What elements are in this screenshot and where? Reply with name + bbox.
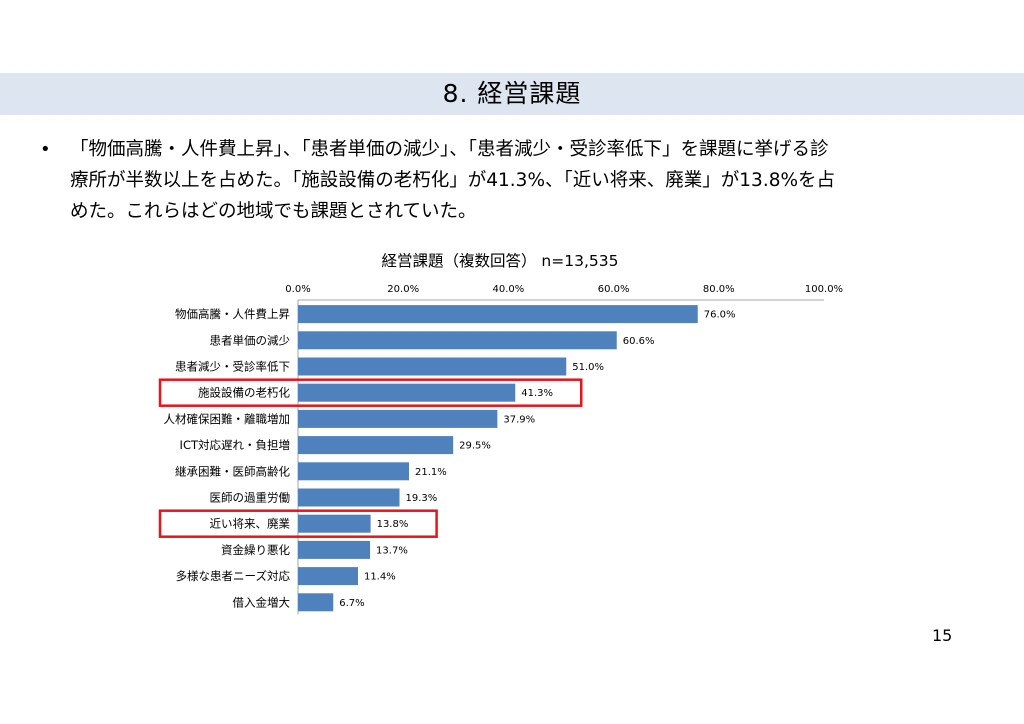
- bullet-text: 「物価高騰・人件費上昇」、「患者単価の減少」、「患者減少・受診率低下」を課題に挙…: [70, 134, 970, 227]
- x-tick-label: 80.0%: [703, 284, 735, 295]
- bullet-marker: •: [40, 139, 51, 160]
- bar: [298, 305, 698, 324]
- x-tick-label: 20.0%: [387, 284, 419, 295]
- data-label: 13.8%: [377, 519, 409, 530]
- data-label: 21.1%: [415, 467, 447, 478]
- bar: [298, 593, 334, 612]
- bar: [298, 567, 358, 586]
- bar: [298, 462, 409, 481]
- data-label: 41.3%: [521, 388, 553, 399]
- category-label: 物価高騰・人件費上昇: [175, 307, 290, 321]
- data-label: 51.0%: [572, 362, 604, 373]
- bar: [298, 331, 617, 350]
- data-label: 37.9%: [503, 414, 535, 425]
- bullet-line-3: めた。これらはどの地域でも課題とされていた。: [70, 201, 477, 222]
- data-label: 11.4%: [364, 572, 396, 583]
- category-label: 近い将来、廃業: [210, 517, 291, 531]
- bar: [298, 357, 567, 376]
- bar: [298, 488, 400, 507]
- bar: [298, 514, 371, 533]
- chart-title: 経営課題（複数回答） n=13,535: [382, 252, 619, 270]
- bar: [298, 436, 454, 455]
- bar: [298, 409, 498, 428]
- x-tick-label: 0.0%: [285, 284, 310, 295]
- x-tick-label: 60.0%: [598, 284, 630, 295]
- category-label: 患者単価の減少: [210, 333, 291, 347]
- data-label: 60.6%: [623, 336, 655, 347]
- category-label: 患者減少・受診率低下: [175, 360, 290, 374]
- data-label: 29.5%: [459, 441, 491, 452]
- category-label: 医師の過重労働: [210, 491, 291, 505]
- category-label: 多様な患者ニーズ対応: [176, 569, 291, 583]
- category-label: 借入金増大: [233, 595, 291, 609]
- category-label: ICT対応遅れ・負担増: [180, 438, 290, 452]
- category-label: 資金繰り悪化: [221, 543, 290, 557]
- category-label: 継承困難・医師高齢化: [175, 464, 290, 478]
- slide-title: 8. 経営課題: [442, 79, 582, 108]
- bar: [298, 383, 516, 402]
- category-label: 人材確保困難・離職増加: [164, 412, 291, 426]
- data-label: 13.7%: [376, 545, 408, 556]
- highlight-box: [158, 509, 438, 538]
- x-tick-label: 100.0%: [805, 284, 843, 295]
- data-label: 6.7%: [339, 598, 364, 609]
- x-tick-label: 40.0%: [493, 284, 525, 295]
- category-label: 施設設備の老朽化: [198, 386, 290, 400]
- data-label: 19.3%: [406, 493, 438, 504]
- bullet-line-2: 療所が半数以上を占めた。「施設設備の老朽化」が41.3%、「近い将来、廃業」が1…: [70, 170, 836, 191]
- data-label: 76.0%: [704, 310, 736, 321]
- title-band: 8. 経営課題: [0, 73, 1024, 115]
- bar: [298, 540, 371, 559]
- bullet-line-1: 「物価高騰・人件費上昇」、「患者単価の減少」、「患者減少・受診率低下」を課題に挙…: [70, 139, 829, 160]
- highlight-box: [158, 378, 583, 407]
- page-number: 15: [932, 626, 953, 645]
